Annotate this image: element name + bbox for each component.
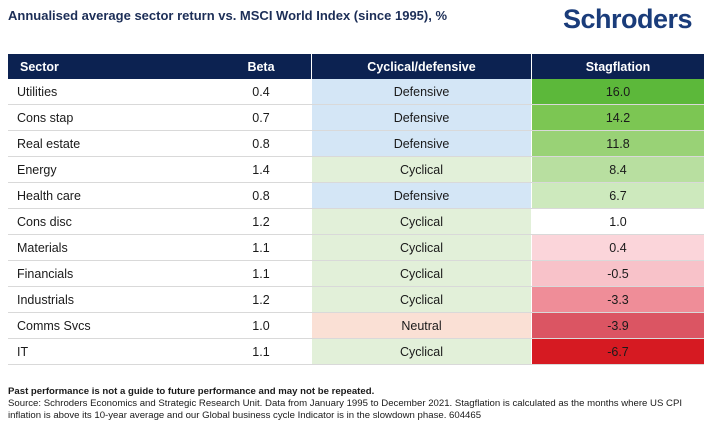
stagflation-cell: 0.4	[531, 234, 704, 261]
table-row: Cons stap 0.7 Defensive 14.2	[8, 104, 704, 131]
cyclical-defensive-cell: Cyclical	[311, 156, 532, 183]
beta-cell: 1.1	[211, 234, 312, 261]
table-row: Utilities 0.4 Defensive 16.0	[8, 79, 704, 105]
beta-cell: 0.8	[211, 182, 312, 209]
beta-cell: 1.2	[211, 208, 312, 235]
sector-cell: Health care	[8, 182, 211, 209]
sector-cell: Utilities	[8, 79, 211, 105]
header-stagflation: Stagflation	[531, 54, 704, 79]
sector-return-table: Sector Beta Cyclical/defensive Stagflati…	[8, 54, 704, 365]
beta-cell: 1.1	[211, 338, 312, 365]
beta-cell: 0.4	[211, 79, 312, 105]
stagflation-cell: -0.5	[531, 260, 704, 287]
cyclical-defensive-cell: Cyclical	[311, 286, 532, 313]
cyclical-defensive-cell: Defensive	[311, 182, 532, 209]
table-row: Real estate 0.8 Defensive 11.8	[8, 130, 704, 157]
cyclical-defensive-cell: Defensive	[311, 104, 532, 131]
stagflation-cell: 1.0	[531, 208, 704, 235]
header-sector: Sector	[8, 54, 211, 79]
stagflation-cell: 14.2	[531, 104, 704, 131]
cyclical-defensive-cell: Defensive	[311, 130, 532, 157]
sector-cell: Cons disc	[8, 208, 211, 235]
stagflation-cell: 11.8	[531, 130, 704, 157]
cyclical-defensive-cell: Cyclical	[311, 208, 532, 235]
sector-cell: Materials	[8, 234, 211, 261]
stagflation-cell: 6.7	[531, 182, 704, 209]
sector-cell: Industrials	[8, 286, 211, 313]
stagflation-cell: 16.0	[531, 79, 704, 105]
beta-cell: 0.7	[211, 104, 312, 131]
table-row: Cons disc 1.2 Cyclical 1.0	[8, 208, 704, 235]
table-row: IT 1.1 Cyclical -6.7	[8, 338, 704, 365]
sector-cell: Comms Svcs	[8, 312, 211, 339]
beta-cell: 1.4	[211, 156, 312, 183]
beta-cell: 0.8	[211, 130, 312, 157]
table-row: Health care 0.8 Defensive 6.7	[8, 182, 704, 209]
header-beta: Beta	[211, 54, 312, 79]
sector-cell: Energy	[8, 156, 211, 183]
footnote-source: Source: Schroders Economics and Strategi…	[8, 398, 683, 421]
footnote-disclaimer: Past performance is not a guide to futur…	[8, 386, 375, 397]
sector-cell: Financials	[8, 260, 211, 287]
sector-cell: Real estate	[8, 130, 211, 157]
table-row: Comms Svcs 1.0 Neutral -3.9	[8, 312, 704, 339]
schroders-logo: Schroders	[562, 4, 693, 34]
chart-title: Annualised average sector return vs. MSC…	[8, 8, 448, 23]
table-row: Materials 1.1 Cyclical 0.4	[8, 234, 704, 261]
table-row: Energy 1.4 Cyclical 8.4	[8, 156, 704, 183]
stagflation-cell: -3.9	[531, 312, 704, 339]
table-header-row: Sector Beta Cyclical/defensive Stagflati…	[8, 54, 704, 79]
cyclical-defensive-cell: Defensive	[311, 79, 532, 105]
beta-cell: 1.0	[211, 312, 312, 339]
header-cyclical-defensive: Cyclical/defensive	[311, 54, 532, 79]
table-row: Financials 1.1 Cyclical -0.5	[8, 260, 704, 287]
cyclical-defensive-cell: Cyclical	[311, 260, 532, 287]
beta-cell: 1.1	[211, 260, 312, 287]
beta-cell: 1.2	[211, 286, 312, 313]
stagflation-cell: -3.3	[531, 286, 704, 313]
cyclical-defensive-cell: Cyclical	[311, 338, 532, 365]
sector-cell: Cons stap	[8, 104, 211, 131]
footnote: Past performance is not a guide to futur…	[8, 386, 698, 422]
cyclical-defensive-cell: Cyclical	[311, 234, 532, 261]
table-row: Industrials 1.2 Cyclical -3.3	[8, 286, 704, 313]
stagflation-cell: -6.7	[531, 338, 704, 365]
stagflation-cell: 8.4	[531, 156, 704, 183]
sector-cell: IT	[8, 338, 211, 365]
cyclical-defensive-cell: Neutral	[311, 312, 532, 339]
